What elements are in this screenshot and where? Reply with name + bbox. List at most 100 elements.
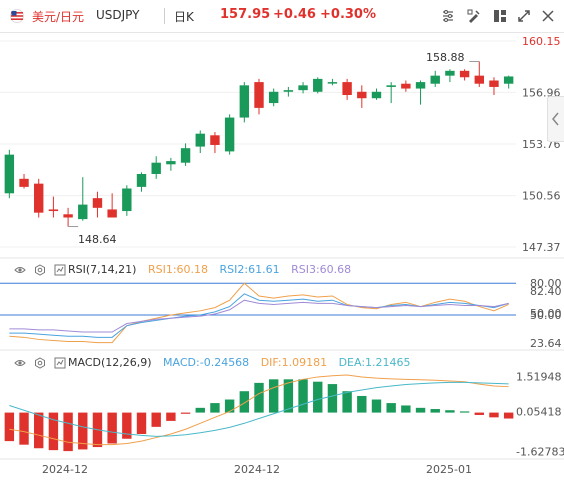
rsi-tick-label: 23.64	[530, 337, 562, 350]
candlestick-series	[4, 60, 514, 228]
rsi1-line	[9, 282, 509, 344]
macd-bar	[459, 411, 470, 413]
macd-bar	[357, 395, 367, 413]
high-price-label: 158.88	[426, 51, 465, 64]
candle-body	[78, 204, 88, 220]
rsi-tick-label: 80.00	[530, 277, 562, 290]
macd-tick-label: -1.62783	[516, 445, 564, 458]
x-tick-label: 2024-12	[42, 463, 88, 476]
rsi-name: RSI(7,14,21)	[68, 263, 137, 276]
price-tick-label: 150.56	[522, 190, 561, 203]
eye-icon[interactable]	[14, 264, 26, 276]
chevron-left-icon	[552, 112, 559, 126]
price-change-percent: +0.30%	[320, 7, 376, 22]
candle-body	[166, 161, 176, 165]
expand-icon[interactable]	[516, 8, 532, 24]
macd-value: MACD:-0.24568	[163, 356, 250, 369]
macd-bar	[298, 379, 308, 413]
price-tick-label: 147.37	[522, 241, 561, 254]
macd-bar	[210, 403, 220, 413]
macd-bar	[151, 412, 161, 427]
candle-body	[4, 154, 15, 194]
candle-body	[313, 78, 323, 92]
macd-bar	[474, 412, 484, 415]
last-price: 157.95	[220, 7, 271, 22]
candle-body	[239, 85, 250, 118]
candle-body	[180, 148, 191, 163]
candle-body	[136, 173, 147, 187]
macd-bar	[136, 412, 147, 434]
candle-body	[48, 209, 59, 212]
macd-bar	[268, 379, 279, 413]
rsi2-value: RSI2:61.61	[219, 263, 280, 276]
macd-bar	[503, 412, 514, 419]
settings-icon[interactable]	[34, 357, 46, 369]
us-flag-icon	[10, 9, 24, 23]
candle-body	[357, 91, 367, 99]
macd-bar	[401, 405, 411, 413]
macd-bar	[107, 412, 117, 444]
candle-body	[474, 75, 484, 84]
macd-lines	[9, 374, 509, 446]
rsi-series	[9, 282, 509, 344]
rsi-tick-label: 82.40	[530, 285, 562, 298]
candle-body	[386, 85, 396, 87]
price-change: +0.46	[273, 7, 316, 22]
macd-bar	[327, 384, 338, 413]
indicator-box-icon[interactable]	[54, 264, 66, 276]
candle-body	[92, 198, 103, 208]
candle-body	[151, 162, 161, 174]
candle-body	[224, 117, 235, 152]
indicator-box-icon[interactable]	[54, 357, 66, 369]
symbol-code: USDJPY	[96, 8, 140, 22]
candle-body	[283, 90, 294, 92]
candle-body	[122, 188, 132, 212]
candle-body	[401, 83, 411, 89]
settings-icon[interactable]	[34, 264, 46, 276]
macd-bar	[122, 412, 132, 439]
divider	[164, 8, 165, 24]
rsi1-value: RSI1:60.18	[147, 263, 209, 276]
macd-tick-label: 1.51948	[516, 370, 562, 383]
candle-body	[34, 183, 44, 213]
macd-bar	[224, 399, 235, 413]
main-grid	[0, 40, 516, 248]
macd-bar	[430, 409, 440, 413]
side-panel-toggle[interactable]	[547, 96, 564, 142]
macd-bar	[371, 399, 382, 413]
macd-bar	[63, 412, 73, 452]
macd-bar	[78, 412, 88, 450]
candle-body	[327, 82, 338, 84]
price-tick-label: 160.15	[522, 35, 561, 48]
period-selector[interactable]: 日K	[174, 10, 194, 24]
candle-body	[107, 209, 117, 218]
macd-bar	[239, 391, 250, 413]
layout-icon[interactable]	[492, 8, 508, 24]
drawing-tools-icon[interactable]	[466, 8, 482, 24]
macd-bar	[489, 412, 499, 418]
rsi3-value: RSI3:60.68	[291, 263, 352, 276]
dea-line	[9, 381, 509, 437]
candle-body	[459, 70, 470, 78]
macd-bar	[342, 391, 352, 413]
pair-name: 美元/日元	[32, 10, 85, 24]
candle-body	[342, 82, 352, 95]
close-icon[interactable]	[540, 8, 556, 24]
macd-bar	[313, 381, 323, 413]
candle-body	[19, 178, 29, 187]
macd-bar	[34, 412, 44, 449]
candle-body	[254, 82, 264, 108]
dif-value: DIF:1.09181	[260, 356, 328, 369]
x-tick-label: 2025-01	[426, 463, 472, 476]
macd-bar	[386, 403, 396, 413]
candle-body	[210, 135, 220, 145]
candle-body	[371, 91, 382, 99]
quote-header: 美元/日元 USDJPY 日K 157.95 +0.46 +0.30%	[0, 0, 564, 33]
low-price-label: 148.64	[78, 233, 117, 246]
macd-bar	[19, 412, 29, 445]
indicator-settings-icon[interactable]	[440, 8, 456, 24]
eye-icon[interactable]	[14, 357, 26, 369]
macd-bar	[195, 407, 205, 413]
